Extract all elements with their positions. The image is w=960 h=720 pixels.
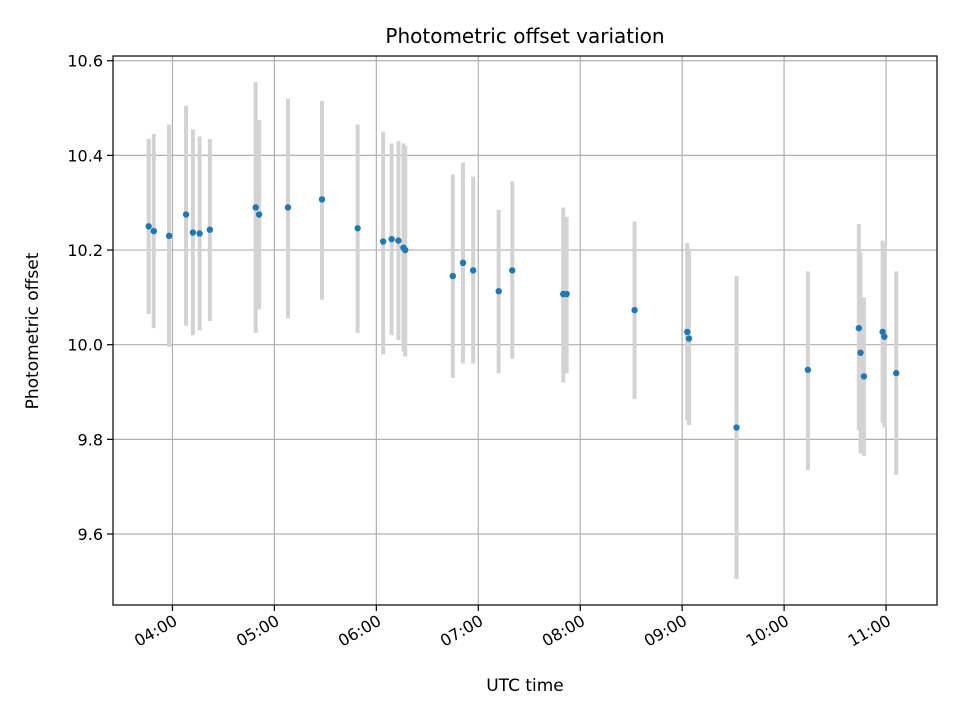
data-point (631, 306, 638, 314)
y-tick-label: 10.4 (67, 146, 103, 165)
y-axis-title: Photometric offset (23, 252, 43, 409)
data-point (206, 226, 214, 233)
data-point (881, 333, 888, 340)
data-point (469, 267, 477, 274)
y-axis: 9.6 9.8 10.0 10.2 10.4 10.6 (67, 52, 113, 544)
data-point (860, 373, 868, 380)
chart-title: Photometric offset variation (385, 24, 664, 48)
data-point (395, 237, 402, 244)
data-point (379, 238, 387, 245)
data-point (388, 235, 395, 243)
data-point (145, 223, 152, 230)
data-point (804, 366, 812, 373)
data-point (402, 246, 409, 254)
plot-frame (112, 55, 938, 606)
data-point (318, 196, 326, 203)
data-point (255, 211, 263, 218)
y-tick-label: 9.6 (78, 525, 103, 544)
data-point (150, 227, 157, 235)
data-point (495, 288, 502, 295)
data-point (196, 230, 203, 237)
data-point (252, 204, 259, 211)
data-point (857, 349, 864, 356)
y-tick-label: 9.8 (78, 430, 103, 449)
data-point (855, 324, 863, 332)
grid (113, 56, 937, 605)
y-tick-label: 10.2 (67, 241, 103, 260)
data-point (189, 229, 197, 236)
data-point (893, 369, 900, 377)
data-point (182, 211, 190, 218)
x-axis-title: UTC time (486, 676, 564, 696)
data-point (684, 328, 691, 336)
data-point (165, 232, 173, 240)
data-point (685, 335, 693, 342)
data-point (284, 204, 292, 211)
data-point (733, 424, 740, 431)
y-tick-label: 10.0 (67, 336, 103, 355)
data-point (354, 225, 361, 232)
data-point (509, 267, 516, 274)
data-points (145, 196, 900, 431)
data-point (563, 290, 570, 298)
data-point (459, 259, 467, 267)
data-point (449, 272, 456, 280)
y-tick-label: 10.6 (67, 52, 103, 71)
